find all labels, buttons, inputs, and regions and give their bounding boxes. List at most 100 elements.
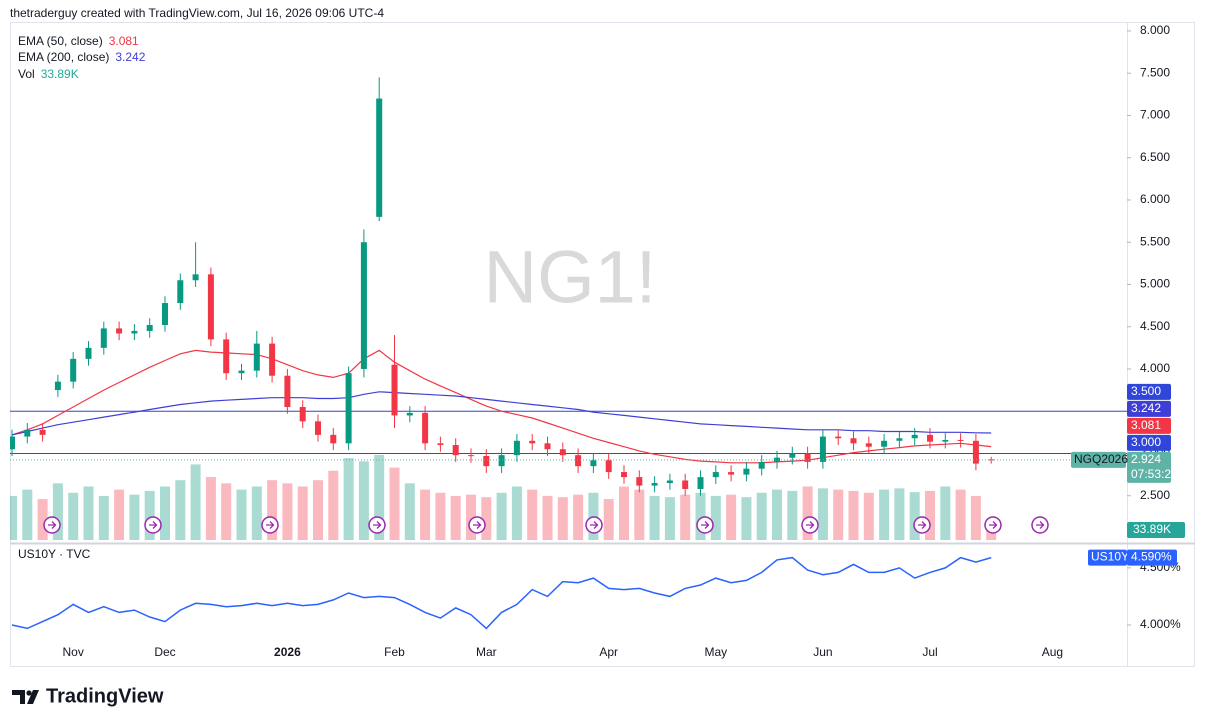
price-tag-label: 4.590% xyxy=(1131,550,1172,564)
x-tick-label: Apr xyxy=(599,645,618,659)
candle-body xyxy=(590,460,597,467)
volume-bar xyxy=(98,495,109,540)
candle-body xyxy=(774,457,780,462)
volume-bar xyxy=(634,489,645,540)
candle-body xyxy=(345,373,352,444)
event-arrow xyxy=(48,521,57,529)
candle-body xyxy=(835,436,842,439)
x-tick-label: May xyxy=(704,645,727,659)
volume-bar xyxy=(787,490,798,540)
price-tag xyxy=(1127,417,1171,434)
candle-body xyxy=(544,443,551,450)
candle-body xyxy=(315,421,321,435)
volume-bar xyxy=(68,492,79,540)
candle-body xyxy=(269,343,276,376)
x-tick-label: Nov xyxy=(63,645,84,659)
ema-line xyxy=(11,349,992,464)
y-tick-label: 2.500 xyxy=(1140,488,1170,502)
candle-body xyxy=(54,381,61,391)
volume-bar xyxy=(955,489,966,540)
price-tag xyxy=(1127,451,1171,483)
volume-bar xyxy=(557,497,568,540)
price-tag-label: 2.924 xyxy=(1131,452,1161,466)
volume-tag-label: 33.89K xyxy=(1133,522,1171,536)
candle-body xyxy=(162,303,168,326)
footer-logo: TradingView xyxy=(12,685,164,707)
volume-bar xyxy=(267,480,278,540)
volume-bar xyxy=(466,494,476,540)
volume-bar xyxy=(160,486,170,540)
volume-bar xyxy=(664,497,675,540)
price-tag-label: 3.000 xyxy=(1131,435,1161,449)
volume-tag xyxy=(1127,522,1185,538)
volume-bar xyxy=(879,489,890,540)
volume-bar xyxy=(37,499,48,540)
header: thetraderguy created with TradingView.co… xyxy=(10,6,384,20)
volume-bar xyxy=(741,497,752,540)
symbol-tag xyxy=(1088,549,1127,566)
volume-bar xyxy=(114,489,125,540)
volume-bar xyxy=(603,499,614,540)
candle-body xyxy=(24,429,31,437)
price-tag xyxy=(1127,549,1177,566)
candle-body xyxy=(728,472,735,475)
candle-body xyxy=(942,439,949,442)
logo-dot xyxy=(26,690,32,696)
candle-body xyxy=(391,364,398,416)
candle-body xyxy=(360,242,367,369)
candle-body xyxy=(146,325,153,331)
volume-bar xyxy=(282,483,293,540)
event-arrow xyxy=(266,521,275,529)
candle-body xyxy=(881,440,888,447)
price-pane xyxy=(10,77,1127,540)
candle-body xyxy=(330,434,337,444)
volume-bar xyxy=(619,486,629,540)
volume-bar xyxy=(221,483,232,540)
event-arrow xyxy=(149,521,158,529)
candle-body xyxy=(131,330,138,334)
event-arrow xyxy=(1036,521,1045,529)
candle-body xyxy=(452,445,459,456)
candle-body xyxy=(651,483,658,486)
candle-body xyxy=(422,412,429,444)
price-tag-label: 3.500 xyxy=(1131,384,1161,398)
volume-bar xyxy=(236,489,247,540)
candle-body xyxy=(437,443,444,446)
countdown: 07:53:20 xyxy=(1131,467,1178,481)
candle-body xyxy=(819,436,826,462)
candle-body xyxy=(529,440,536,444)
candle-body xyxy=(743,468,750,475)
x-tick-label: Jul xyxy=(922,645,937,659)
watermark: NG1! xyxy=(484,236,657,319)
price-tag xyxy=(1127,434,1171,451)
y-tick-label: 7.000 xyxy=(1140,108,1170,122)
volume-bar xyxy=(328,470,339,540)
candle-body xyxy=(575,455,582,467)
event-arrow xyxy=(989,521,998,529)
symbol-tag-label: US10Y xyxy=(1091,550,1129,564)
volume-bar xyxy=(894,488,905,540)
candle-body xyxy=(284,375,291,407)
volume-bar xyxy=(496,492,507,540)
candle-body xyxy=(177,280,184,304)
candle-body xyxy=(605,460,612,473)
candle-body xyxy=(223,339,230,374)
volume-bar xyxy=(680,494,691,540)
volume-bar xyxy=(52,483,63,540)
y-tick-label: 5.500 xyxy=(1140,234,1170,248)
legend-name: EMA (50, close) xyxy=(18,34,103,48)
event-arrow xyxy=(373,521,382,529)
candle-body xyxy=(911,434,918,439)
volume-bar xyxy=(527,489,538,540)
volume-bar xyxy=(756,492,767,540)
candle-body xyxy=(39,429,46,435)
volume-bar xyxy=(649,495,660,540)
footer-brand: TradingView xyxy=(46,685,164,707)
legend-name: Vol xyxy=(18,67,35,81)
volume-bar xyxy=(343,458,354,540)
candle-body xyxy=(865,443,872,447)
candle-body xyxy=(758,461,765,469)
legend-value: 3.242 xyxy=(115,50,145,64)
